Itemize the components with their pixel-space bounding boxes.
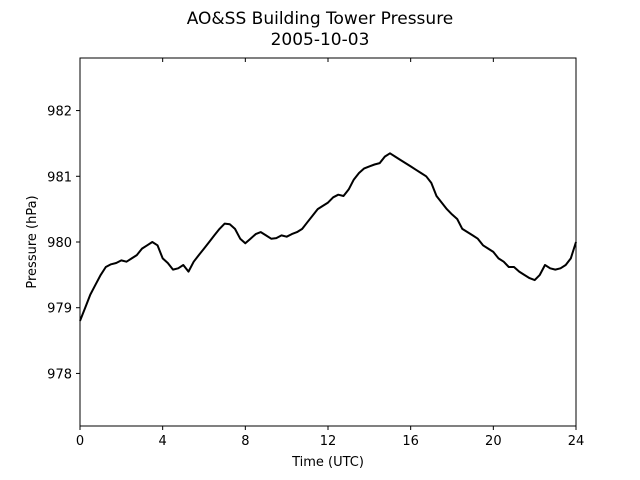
x-tick-label: 12 xyxy=(320,434,337,449)
x-tick-label: 0 xyxy=(76,434,84,449)
x-tick-label: 16 xyxy=(402,434,419,449)
y-tick-label: 982 xyxy=(47,105,72,120)
y-tick-label: 978 xyxy=(47,367,72,382)
y-tick-label: 980 xyxy=(47,236,72,251)
x-axis-label: Time (UTC) xyxy=(291,455,364,470)
y-axis-label: Pressure (hPa) xyxy=(25,195,40,288)
x-tick-label: 8 xyxy=(241,434,249,449)
axis-ticks: 0 4 8 12 16 20 24 978 979 980 981 982 xyxy=(47,58,584,449)
chart-title: AO&SS Building Tower Pressure xyxy=(187,9,454,29)
x-tick-label: 24 xyxy=(568,434,585,449)
x-tick-label: 4 xyxy=(159,434,167,449)
y-tick-label: 981 xyxy=(47,170,72,185)
pressure-series-line xyxy=(79,152,577,322)
plot-frame xyxy=(79,57,577,427)
chart-subtitle: 2005-10-03 xyxy=(271,30,370,50)
y-tick-label: 979 xyxy=(47,302,72,317)
series-group xyxy=(79,152,577,322)
x-tick-label: 20 xyxy=(485,434,502,449)
